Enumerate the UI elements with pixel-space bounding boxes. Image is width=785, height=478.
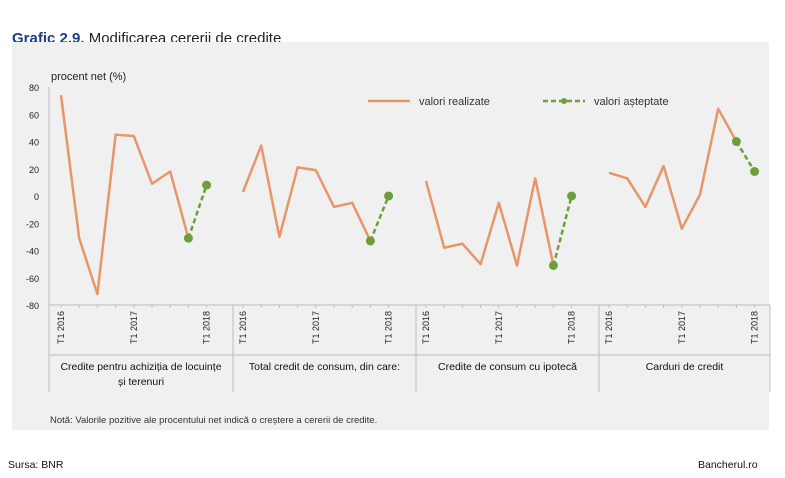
plot-area: 80 60 40 20 0 -20 -40 -60 -80 T1 2016 T1 2017 T1 20… <box>26 83 771 392</box>
series-expected-point <box>731 137 741 146</box>
group-label: Carduri de credit <box>646 361 724 373</box>
series-expected-line <box>187 184 208 239</box>
x-tick-label: T1 2016 <box>56 311 66 344</box>
series-expected-line <box>552 195 573 266</box>
group-label: și terenuri <box>118 376 164 388</box>
x-tick-label: T1 2017 <box>494 311 504 344</box>
series-realized-line <box>59 95 190 296</box>
y-tick-label: 40 <box>29 138 39 148</box>
source-text: Sursa: BNR <box>8 459 64 471</box>
chart-note: Notă: Valorile pozitive ale procentului … <box>50 415 377 426</box>
series-expected-point <box>384 191 394 201</box>
series-expected-point <box>567 191 577 201</box>
y-axis-label: procent net (%) <box>51 71 126 83</box>
series-realized-line <box>608 107 738 230</box>
y-tick-label: 60 <box>29 110 39 120</box>
series-expected-point <box>365 236 375 246</box>
y-tick-label: 20 <box>29 165 39 175</box>
x-tick-label: T1 2018 <box>750 311 760 344</box>
group-label: Credite de consum cu ipotecă <box>438 361 577 373</box>
legend-expected-marker <box>561 98 567 104</box>
series-expected-point <box>202 180 212 190</box>
y-tick-label: -40 <box>26 247 39 257</box>
series-expected-point <box>548 260 558 270</box>
chart-legend: valori realizate valori așteptate <box>368 96 669 108</box>
group-label: Total credit de consum, din care: <box>249 361 400 373</box>
y-tick-label: -80 <box>26 301 39 311</box>
x-tick-label: T1 2017 <box>677 311 687 344</box>
watermark-text: Bancherul.ro <box>698 459 758 471</box>
x-tick-label: T1 2016 <box>238 311 248 344</box>
y-tick-label: -60 <box>26 274 39 284</box>
series-expected-point <box>750 166 760 176</box>
legend-expected-label: valori așteptate <box>594 96 669 108</box>
y-tick-label: -20 <box>26 219 39 229</box>
x-tick-label: T1 2018 <box>384 311 394 344</box>
x-tick-label: T1 2018 <box>202 311 212 344</box>
x-tick-label: T1 2017 <box>129 311 139 344</box>
group-label: Credite pentru achiziția de locuințe <box>60 361 221 373</box>
x-tick-label: T1 2016 <box>604 311 614 344</box>
series-expected-line <box>735 140 756 173</box>
series-expected-point <box>183 233 193 243</box>
x-tick-label: T1 2016 <box>421 311 431 344</box>
series-realized-line <box>424 177 555 267</box>
x-tick-label: T1 2017 <box>311 311 321 344</box>
y-tick-label: 0 <box>34 192 39 202</box>
series-expected-line <box>369 195 390 242</box>
legend-realized-label: valori realizate <box>419 96 490 108</box>
chart-panel <box>12 42 769 430</box>
y-tick-label: 80 <box>29 83 39 93</box>
x-tick-label: T1 2018 <box>567 311 577 344</box>
series-realized-line <box>241 144 372 242</box>
